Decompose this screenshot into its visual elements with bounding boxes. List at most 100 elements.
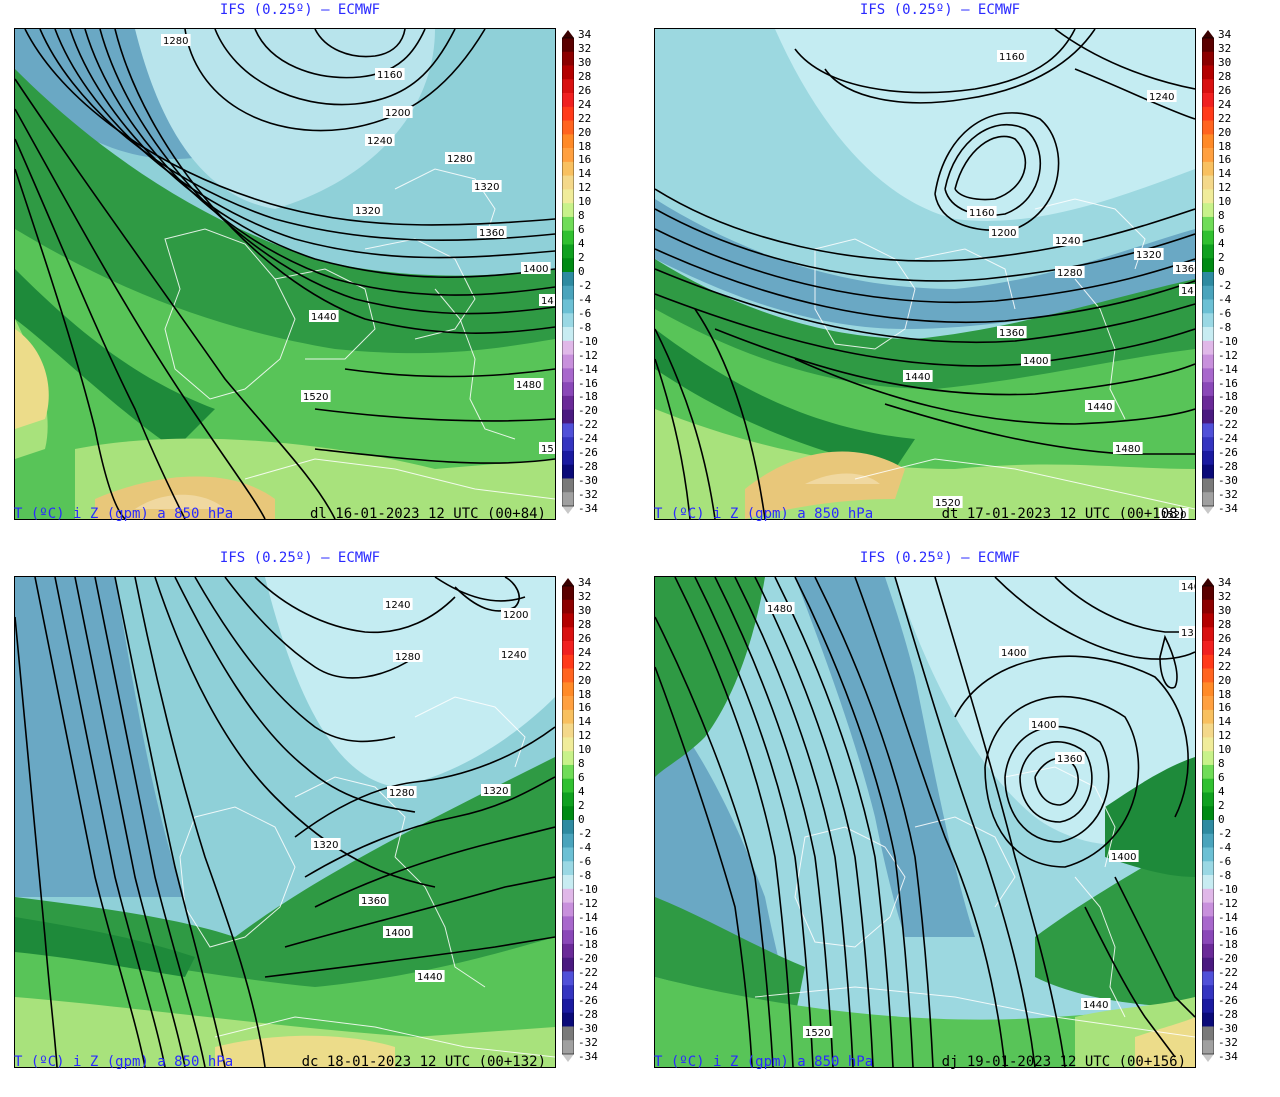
- colorbar-segment: [1202, 327, 1214, 342]
- colorbar-segment: [562, 79, 574, 94]
- geopotential-contour: [434, 577, 526, 602]
- colorbar-tick-label: 16: [578, 701, 592, 715]
- colorbar-segment: [562, 478, 574, 493]
- geopotential-contour: [314, 29, 406, 58]
- colorbar-segment: [1202, 792, 1214, 807]
- date-caption: dl 16-01-2023 12 UTC (00+84): [309, 506, 546, 522]
- colorbar-segment: [562, 258, 574, 273]
- contour-label-box: [1179, 626, 1195, 638]
- geopotential-contour: [294, 726, 555, 838]
- colorbar-tick-label: -20: [1218, 404, 1238, 418]
- colorbar-segment: [562, 368, 574, 383]
- colorbar-segment: [562, 916, 574, 931]
- colorbar-tick-label: 30: [578, 603, 592, 617]
- colorbar-segment: [1202, 847, 1214, 862]
- colorbar-segment: [562, 38, 574, 53]
- contour-label-text: 1440: [905, 372, 930, 383]
- colorbar-tick-label: 26: [1218, 631, 1232, 645]
- colorbar-tick-label: 16: [1218, 153, 1232, 167]
- colorbar-tick-label: 28: [578, 69, 592, 83]
- contour-label-text: 1160: [969, 208, 994, 219]
- contour-label-text: 1320: [313, 840, 338, 851]
- contour-label-box: [539, 294, 555, 306]
- contour-label-text: 1520: [935, 498, 960, 509]
- colorbar-segment: [1202, 450, 1214, 466]
- contour-label-box: [383, 598, 413, 610]
- map-svg: 1240 1200 1280 1240 1280 1320 1320 1360 1400 1440: [15, 577, 555, 1067]
- temperature-region: [745, 451, 905, 519]
- colorbar-tick-label: -18: [1218, 938, 1238, 952]
- contour-label: 1400: [383, 926, 413, 939]
- contour-label-box: [311, 838, 341, 850]
- colorbar-segment: [562, 203, 574, 218]
- colorbar-tick-label: 10: [1218, 195, 1232, 209]
- colorbar-tick-label: 22: [578, 659, 592, 673]
- geopotential-contour: [254, 577, 456, 634]
- colorbar-tick-label: -30: [1218, 474, 1238, 488]
- contour-label: 1480: [765, 602, 795, 615]
- colorbar-segment: [1202, 299, 1214, 314]
- geopotential-contour: [214, 29, 456, 106]
- colorbar-tick-label: -24: [578, 432, 598, 446]
- colorbar-tick-label: 8: [578, 209, 585, 223]
- colorbar-segment: [1202, 409, 1214, 424]
- geopotential-contour: [754, 577, 874, 1067]
- colorbar-segment: [1202, 668, 1214, 683]
- colorbar-segment: [562, 65, 574, 80]
- colorbar-tick-label: 30: [1218, 603, 1232, 617]
- contour-label: 1440: [903, 370, 933, 383]
- colorbar-svg: [1201, 578, 1215, 1062]
- geopotential-contour: [655, 188, 1195, 262]
- contour-label-box: [393, 650, 423, 662]
- colorbar-segment: [1202, 723, 1214, 738]
- variable-caption: T (ºC) i Z (gpm) a 850 hPa: [14, 506, 234, 522]
- colorbar-tick-label: -24: [578, 980, 598, 994]
- colorbar-segment: [1202, 641, 1214, 656]
- geopotential-contour: [15, 138, 186, 519]
- colorbar: [1201, 30, 1215, 514]
- contour-label: 1520: [933, 496, 963, 509]
- temperature-region: [1105, 757, 1195, 877]
- colorbar-segment: [1202, 134, 1214, 149]
- colorbar-tick-label: -30: [578, 1022, 598, 1036]
- colorbar-segment: [562, 189, 574, 204]
- contour-label: 1400: [1109, 850, 1139, 863]
- geopotential-contour: [694, 577, 814, 1067]
- colorbar-segment: [1202, 203, 1214, 218]
- colorbar-segment: [1202, 65, 1214, 80]
- colorbar-tick-label: 0: [1218, 813, 1225, 826]
- colorbar-tick-label: -34: [1218, 1050, 1238, 1063]
- geopotential-contour: [714, 577, 834, 1067]
- colorbar-segment: [1202, 943, 1214, 958]
- variable-caption: T (ºC) i Z (gpm) a 850 hPa: [14, 1054, 234, 1070]
- contour-label: 1240: [1147, 90, 1177, 103]
- colorbar-tick-label: -32: [578, 488, 598, 502]
- colorbar-segment: [562, 244, 574, 259]
- colorbar-segment: [1202, 93, 1214, 108]
- colorbar-tick-label: -2: [578, 826, 592, 840]
- temperature-region: [655, 329, 915, 469]
- colorbar-tick-label: 4: [578, 785, 585, 799]
- geopotential-contour: [254, 29, 426, 79]
- geopotential-contour: [74, 577, 186, 1067]
- colorbar-segment: [1202, 599, 1214, 614]
- colorbar-segment: [1202, 368, 1214, 383]
- geopotential-contour: [114, 29, 555, 334]
- contour-label-box: [1055, 752, 1085, 764]
- colorbar-segment: [1202, 586, 1214, 601]
- contour-label: 1360: [477, 226, 507, 239]
- colorbar-tick-label: -12: [578, 896, 598, 910]
- contour-label-text: 1360: [1175, 264, 1195, 275]
- temperature-region: [135, 494, 225, 509]
- temperature-region: [15, 997, 555, 1067]
- contour-label-text: 1320: [355, 206, 380, 217]
- colorbar-segment: [562, 778, 574, 793]
- contour-label-box: [301, 390, 331, 402]
- colorbar-segment: [562, 299, 574, 314]
- colorbar-segment: [562, 902, 574, 917]
- contour-label-text: 1360: [1057, 754, 1082, 765]
- colorbar-tick-label: 18: [578, 687, 592, 701]
- geopotential-contour: [54, 29, 555, 259]
- colorbar-tick-label: -16: [1218, 924, 1238, 938]
- geopotential-contour: [174, 577, 416, 813]
